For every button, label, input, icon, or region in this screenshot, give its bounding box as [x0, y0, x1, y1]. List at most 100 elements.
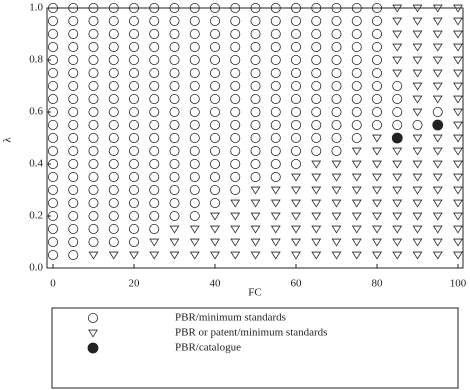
point — [270, 238, 281, 247]
point — [230, 28, 241, 39]
point — [432, 107, 443, 118]
point — [311, 238, 322, 247]
point — [270, 186, 281, 195]
point — [68, 42, 79, 53]
point — [209, 81, 220, 92]
point — [250, 107, 261, 118]
point — [291, 199, 301, 208]
point — [48, 158, 59, 169]
point — [108, 171, 119, 182]
point — [392, 69, 403, 78]
point — [351, 173, 362, 182]
point — [48, 171, 59, 182]
point — [230, 81, 241, 92]
point — [149, 3, 160, 13]
point — [149, 223, 160, 234]
point — [128, 145, 139, 156]
point — [169, 3, 180, 13]
point — [372, 199, 382, 208]
point — [351, 68, 362, 79]
point — [250, 15, 261, 26]
point — [48, 184, 59, 195]
point — [432, 199, 443, 208]
point — [392, 225, 403, 234]
point — [432, 43, 443, 52]
point — [149, 184, 160, 195]
point — [432, 251, 443, 260]
point — [209, 120, 220, 131]
point — [189, 107, 200, 118]
point — [128, 184, 139, 195]
point — [311, 225, 322, 234]
point — [432, 160, 443, 169]
point — [392, 173, 403, 182]
point — [209, 197, 220, 208]
point — [351, 225, 362, 234]
point — [189, 251, 200, 260]
point — [331, 199, 342, 208]
point — [129, 251, 139, 260]
point — [250, 251, 261, 260]
plot-frame — [46, 7, 464, 269]
point — [149, 238, 160, 247]
point — [331, 225, 342, 234]
point — [48, 94, 59, 105]
point — [68, 68, 79, 79]
y-tick-label: 0.6 — [29, 106, 43, 118]
point — [432, 119, 444, 131]
point — [128, 107, 139, 118]
point — [372, 251, 382, 260]
point — [169, 158, 180, 169]
point — [270, 212, 281, 221]
point — [412, 69, 423, 78]
point — [149, 42, 160, 53]
point — [169, 28, 180, 39]
point — [372, 147, 382, 156]
point — [230, 171, 241, 182]
point — [432, 4, 443, 13]
point — [108, 251, 119, 260]
point — [128, 132, 139, 143]
point — [351, 120, 362, 131]
point — [68, 3, 79, 13]
point — [189, 225, 200, 234]
point — [290, 55, 301, 66]
point — [290, 81, 301, 92]
point — [392, 147, 403, 156]
point — [412, 17, 423, 26]
point — [372, 134, 382, 143]
point — [331, 238, 342, 247]
point — [331, 186, 342, 195]
point — [311, 3, 322, 13]
point — [371, 81, 382, 92]
point — [250, 158, 261, 169]
point — [169, 94, 180, 105]
point — [311, 173, 322, 182]
point — [88, 15, 99, 26]
point — [108, 3, 119, 13]
point — [189, 210, 200, 221]
point — [169, 251, 180, 260]
point — [108, 15, 119, 26]
point — [412, 186, 423, 195]
point — [189, 3, 200, 13]
point — [453, 30, 463, 39]
point — [270, 158, 281, 169]
point — [270, 81, 281, 92]
point — [331, 68, 342, 79]
point — [48, 42, 59, 53]
point — [48, 210, 59, 221]
point — [412, 4, 423, 13]
point — [331, 81, 342, 92]
point — [149, 94, 160, 105]
point — [88, 94, 99, 105]
point — [209, 68, 220, 79]
point — [270, 28, 281, 39]
point — [209, 171, 220, 182]
point — [311, 145, 322, 156]
point — [311, 212, 322, 221]
point — [311, 15, 322, 26]
point — [311, 94, 322, 105]
point — [453, 4, 463, 13]
point — [331, 55, 342, 66]
